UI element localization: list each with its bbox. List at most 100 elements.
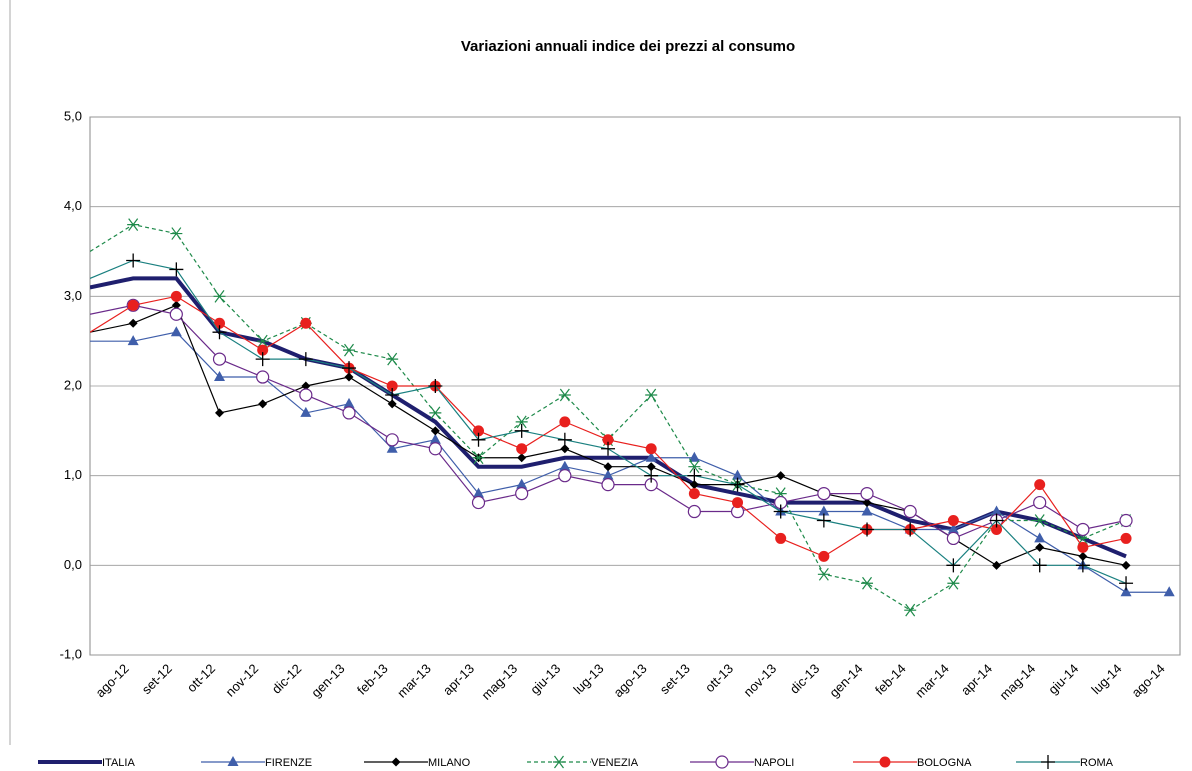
marker — [861, 576, 874, 590]
marker — [689, 480, 699, 490]
marker — [169, 307, 183, 321]
marker — [169, 262, 184, 277]
marker — [170, 326, 182, 337]
x-tick-label: gen-14 — [826, 661, 865, 700]
marker — [862, 498, 872, 508]
x-tick-label: set-12 — [139, 661, 175, 697]
x-tick-label: lug-13 — [570, 661, 606, 697]
marker — [516, 478, 528, 489]
series-line — [90, 304, 1127, 540]
x-tick-label: dic-12 — [269, 661, 305, 697]
series — [90, 326, 1175, 597]
marker — [258, 399, 268, 409]
marker — [386, 442, 398, 453]
x-tick-label: nov-13 — [741, 661, 780, 700]
marker — [471, 432, 486, 447]
marker — [256, 334, 269, 348]
marker — [817, 567, 830, 581]
legend-label: ITALIA — [102, 757, 135, 769]
marker — [1121, 560, 1131, 570]
marker — [344, 372, 354, 382]
marker — [558, 388, 571, 402]
marker — [170, 227, 183, 240]
marker — [1034, 532, 1046, 543]
marker — [127, 218, 140, 231]
marker — [732, 497, 744, 509]
legend-marker — [879, 756, 891, 768]
x-tick-label: dic-13 — [787, 661, 823, 697]
x-tick-label: ott-12 — [184, 661, 218, 695]
marker — [429, 433, 441, 444]
marker — [386, 380, 398, 392]
marker — [816, 513, 831, 528]
marker — [1033, 514, 1046, 527]
marker — [300, 317, 312, 329]
marker — [818, 505, 830, 516]
marker — [212, 325, 227, 340]
y-tick-label: -1,0 — [60, 646, 82, 661]
legend-label: FIRENZE — [265, 757, 312, 769]
y-tick-label: 3,0 — [64, 288, 82, 303]
marker — [602, 434, 614, 446]
y-tick-label: 4,0 — [64, 198, 82, 213]
legend-label: ROMA — [1080, 757, 1114, 769]
marker — [128, 318, 138, 328]
marker — [645, 388, 658, 402]
marker — [860, 487, 874, 501]
marker — [256, 370, 270, 384]
marker — [298, 352, 313, 367]
marker — [1034, 479, 1046, 491]
marker — [601, 441, 616, 456]
marker — [1033, 495, 1047, 510]
marker — [1163, 586, 1175, 597]
marker — [127, 299, 139, 311]
x-tick-label: ago-13 — [611, 661, 650, 700]
y-tick-label: 5,0 — [64, 108, 82, 123]
marker — [559, 460, 571, 471]
marker — [170, 290, 182, 302]
x-tick-label: apr-14 — [958, 661, 995, 698]
x-tick-label: ago-14 — [1129, 661, 1168, 700]
marker — [214, 317, 226, 329]
legend-label: MILANO — [428, 757, 471, 769]
marker — [644, 468, 659, 483]
series-line — [90, 259, 1127, 584]
marker — [126, 253, 141, 268]
x-tick-label: mag-13 — [478, 661, 520, 703]
x-tick-label: mar-14 — [912, 661, 952, 701]
x-tick-label: nov-12 — [223, 661, 262, 700]
marker — [560, 444, 570, 454]
marker — [603, 462, 613, 472]
marker — [473, 487, 485, 498]
marker — [342, 406, 356, 420]
marker — [558, 469, 572, 483]
legend-marker — [391, 757, 401, 767]
marker — [301, 381, 311, 391]
marker — [300, 406, 312, 417]
marker — [428, 379, 443, 393]
marker — [687, 468, 702, 483]
marker — [602, 469, 614, 480]
marker — [429, 406, 442, 420]
x-tick-label: feb-14 — [872, 661, 909, 698]
marker — [989, 513, 1004, 528]
marker — [1120, 532, 1132, 544]
marker — [557, 432, 572, 447]
marker — [430, 426, 440, 436]
marker — [1035, 542, 1045, 552]
x-tick-label: ago-12 — [92, 661, 131, 700]
marker — [688, 460, 701, 474]
marker — [732, 469, 744, 480]
series — [90, 276, 1127, 559]
marker — [903, 522, 918, 537]
marker — [127, 335, 139, 346]
x-tick-label: mag-14 — [996, 661, 1038, 703]
x-tick-label: set-13 — [657, 661, 693, 697]
marker — [992, 560, 1002, 570]
marker — [861, 505, 873, 516]
x-tick-label: apr-13 — [440, 661, 477, 698]
marker — [385, 433, 399, 447]
legend-marker — [1041, 755, 1055, 769]
marker — [516, 443, 528, 455]
marker — [947, 576, 960, 590]
